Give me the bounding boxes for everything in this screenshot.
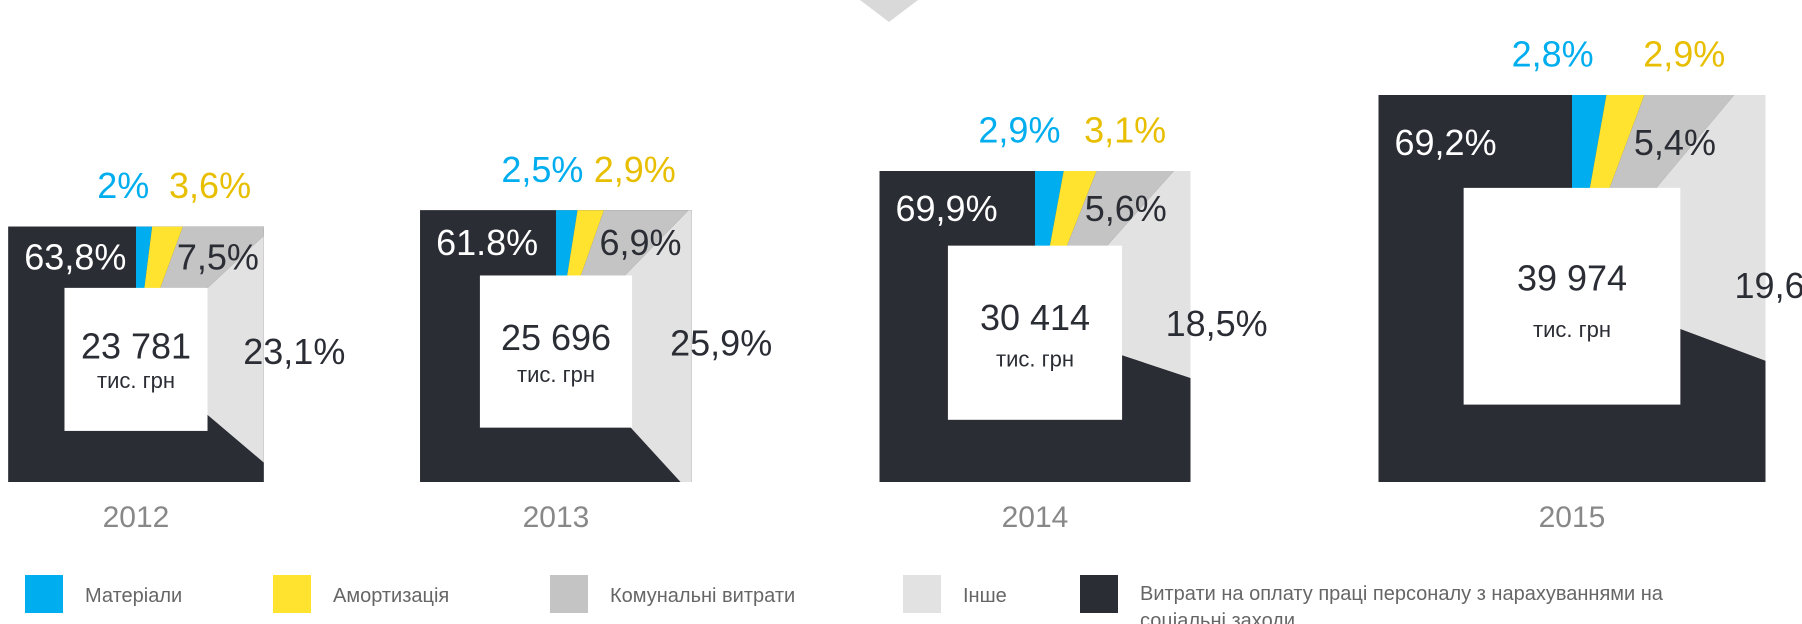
legend-swatch	[25, 575, 63, 613]
total-label: 39 974	[1517, 257, 1627, 298]
inner-square	[947, 245, 1123, 420]
value-label: 2,9%	[978, 110, 1060, 151]
pointer	[860, 0, 918, 22]
legend-item: Витрати на оплату праці персоналу з нара…	[1080, 575, 1750, 624]
legend-swatch	[903, 575, 941, 613]
value-label: 6,9%	[599, 222, 681, 263]
total-label: 23 781	[81, 326, 191, 367]
wedge	[136, 226, 153, 355]
legend-item: Інше	[903, 575, 1007, 613]
value-label: 23,1%	[243, 331, 345, 372]
unit-label: тис. грн	[97, 368, 175, 393]
unit-label: тис. грн	[1533, 317, 1611, 342]
value-label: 3,1%	[1084, 110, 1166, 151]
legend-label: Матеріали	[85, 585, 183, 607]
value-label: 69,9%	[896, 188, 998, 229]
total-label: 25 696	[501, 317, 611, 358]
value-label: 5,6%	[1085, 188, 1167, 229]
legend-item: Матеріали	[25, 575, 182, 613]
total-label: 30 414	[980, 297, 1090, 338]
x-tick-label: 2014	[1002, 501, 1069, 534]
value-label: 25,9%	[670, 323, 772, 364]
legend-item: Комунальні витрати	[550, 575, 795, 613]
x-tick-label: 2013	[523, 501, 590, 534]
legend-swatch	[1080, 575, 1118, 613]
legend-item: Амортизація	[273, 575, 449, 613]
legend-label: Амортизація	[333, 585, 450, 607]
legend-label: Комунальні витрати	[610, 585, 796, 607]
wedge	[1572, 95, 1645, 289]
unit-label: тис. грн	[996, 347, 1074, 372]
value-label: 69,2%	[1395, 122, 1497, 163]
value-label: 19,6%	[1735, 265, 1802, 306]
x-tick-label: 2012	[103, 501, 170, 534]
value-label: 2,9%	[1643, 34, 1725, 75]
legend-swatch	[273, 575, 311, 613]
value-label: 2,9%	[594, 149, 676, 190]
x-tick-label: 2015	[1539, 501, 1606, 534]
value-label: 18,5%	[1166, 303, 1268, 344]
value-label: 3,6%	[169, 165, 251, 206]
value-label: 2,5%	[501, 149, 583, 190]
value-label: 5,4%	[1634, 122, 1716, 163]
value-label: 61.8%	[436, 222, 538, 263]
value-label: 7,5%	[177, 236, 259, 277]
inner-square	[479, 275, 633, 428]
value-label: 63,8%	[24, 236, 126, 277]
unit-label: тис. грн	[517, 362, 595, 387]
value-label: 2%	[97, 165, 149, 206]
legend-swatch	[550, 575, 588, 613]
legend-label: Інше	[963, 585, 1007, 607]
value-label: 2,8%	[1512, 34, 1594, 75]
legend-label: Витрати на оплату праці персоналу з нара…	[1140, 583, 1663, 624]
inner-square	[64, 287, 208, 431]
wedge	[556, 210, 689, 347]
inner-square	[1463, 187, 1681, 405]
